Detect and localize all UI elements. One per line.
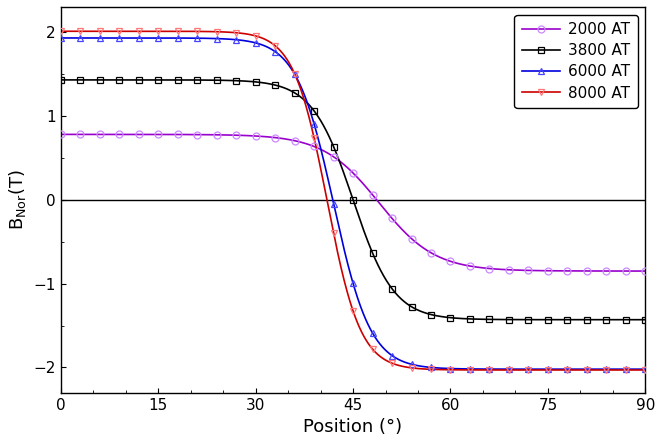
X-axis label: Position (°): Position (°) <box>303 418 402 436</box>
Y-axis label: $\mathrm{B_{Nor}(T)}$: $\mathrm{B_{Nor}(T)}$ <box>7 169 28 230</box>
Legend: 2000 AT, 3800 AT, 6000 AT, 8000 AT: 2000 AT, 3800 AT, 6000 AT, 8000 AT <box>514 15 638 108</box>
